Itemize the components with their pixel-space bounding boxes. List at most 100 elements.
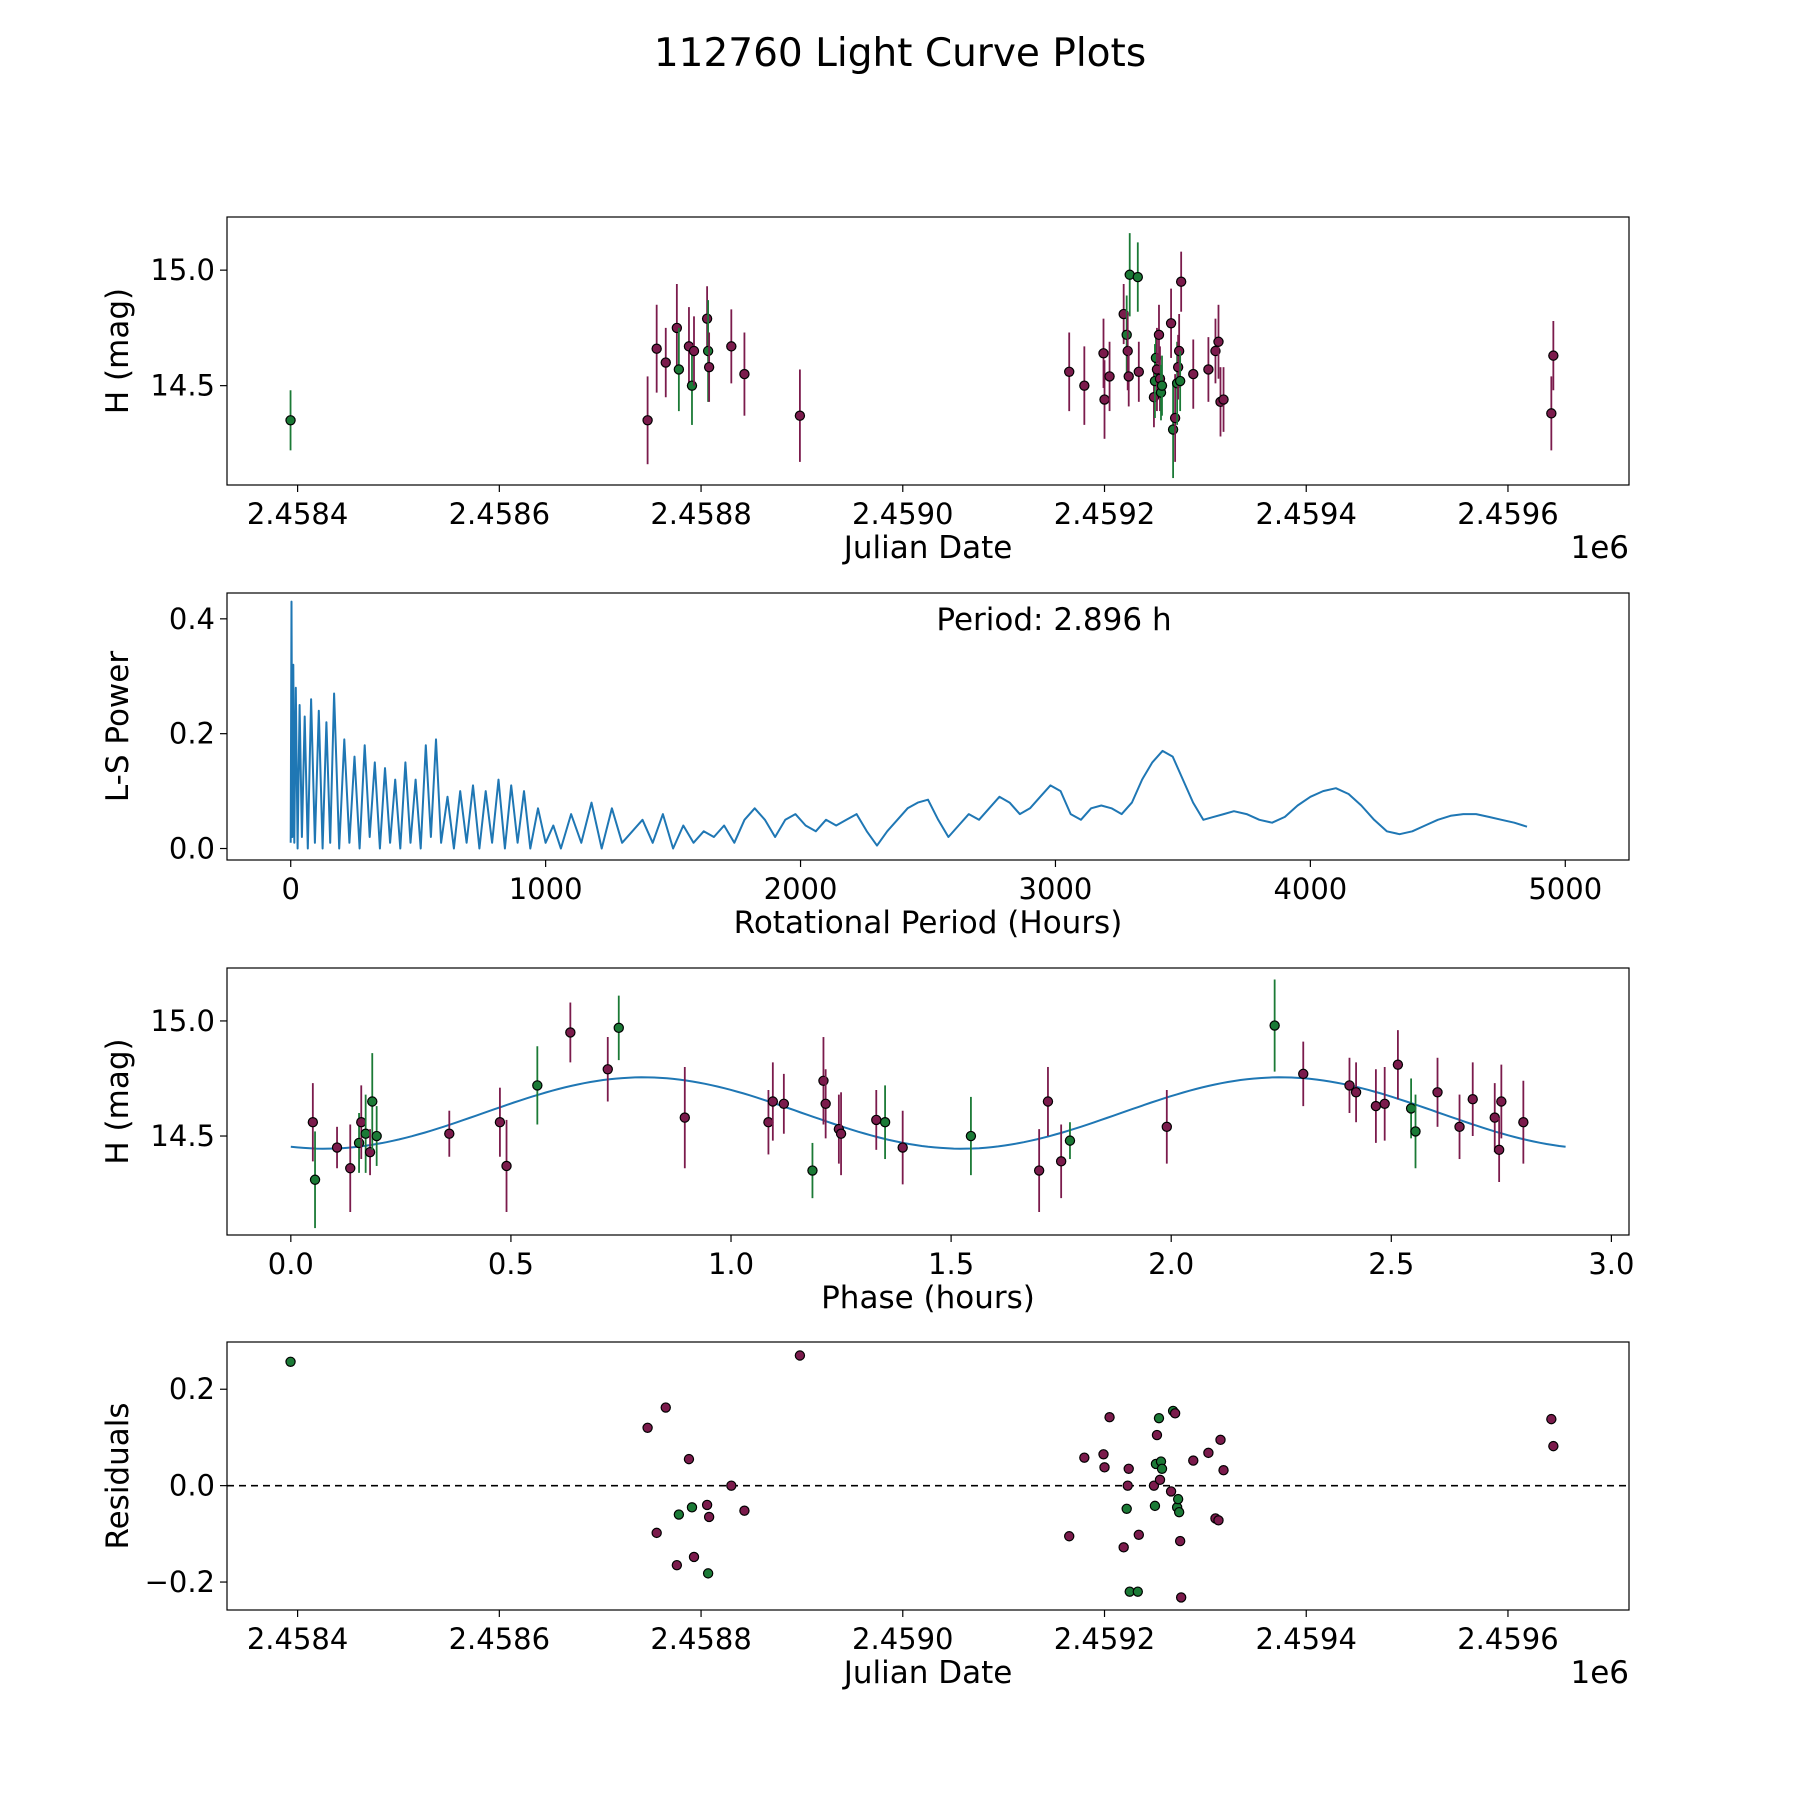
lightcurve-data-point (1173, 345, 1185, 357)
phased-data-point (1344, 1080, 1355, 1091)
lightcurve-data-point (1122, 345, 1133, 357)
lightcurve-data-point (1153, 329, 1165, 341)
phased-data-point (778, 1098, 790, 1110)
residuals-data-point (1121, 1503, 1132, 1514)
residuals-data-point (726, 1480, 737, 1491)
lightcurve-data-point (1064, 366, 1075, 377)
phased-data-point (1350, 1087, 1362, 1098)
lightcurve-x-tick-label: 2.4586 (449, 497, 550, 531)
residuals-data-point (683, 1453, 695, 1465)
lightcurve-x-tick-label: 2.4584 (247, 497, 348, 531)
lightcurve-data-point (1165, 318, 1177, 329)
residuals-data-point (1173, 1506, 1185, 1518)
residuals-data-point (686, 1502, 698, 1513)
residuals-y-tick-label: −0.2 (145, 1565, 215, 1599)
phased-y-tick-label: 14.5 (150, 1119, 215, 1153)
periodogram-y-tick-label: 0.0 (169, 832, 215, 866)
phased-data-point (965, 1130, 977, 1142)
fit-model-line (290, 1076, 1566, 1150)
lightcurve-data-point (1213, 336, 1224, 347)
periodogram-plot-area (289, 600, 1528, 850)
figure-title: 112760 Light Curve Plots (654, 31, 1146, 76)
phased-data-point (345, 1163, 356, 1174)
phased-data-point (501, 1160, 512, 1172)
phased-x-axis-label: Phase (hours) (821, 1280, 1035, 1316)
residuals-data-point (1172, 1493, 1184, 1505)
periodogram-y-tick-label: 0.4 (169, 602, 215, 636)
lightcurve-data-point (1546, 408, 1557, 419)
periodogram-x-tick-label: 3000 (1019, 872, 1093, 906)
phased-data-point (565, 1027, 576, 1038)
phased-data-point (1467, 1093, 1478, 1105)
residuals-x-tick-label: 2.4592 (1054, 1622, 1155, 1656)
residuals-data-point (1151, 1429, 1163, 1441)
residuals-data-point (688, 1551, 700, 1563)
lightcurve-x-tick-label: 2.4592 (1054, 497, 1155, 531)
residuals-y-axis-label: Residuals (100, 1402, 136, 1549)
phased-x-tick-label: 2.5 (1368, 1247, 1414, 1281)
phased-data-point (1496, 1096, 1507, 1107)
periodogram-x-tick-label: 0 (282, 872, 300, 906)
phased-data-point (356, 1117, 367, 1128)
phased-data-point (879, 1117, 891, 1128)
phased-data-point (444, 1128, 455, 1139)
residuals-data-point (1213, 1515, 1224, 1526)
residuals-y-tick-label: 0.2 (169, 1372, 215, 1406)
residuals-data-point (1175, 1592, 1187, 1603)
phased-data-point (367, 1096, 378, 1107)
residuals-data-point (1153, 1412, 1165, 1424)
residuals-data-point (1218, 1465, 1229, 1476)
residuals-x-tick-label: 2.4584 (247, 1622, 348, 1656)
lightcurve-x-tick-label: 2.4594 (1255, 497, 1356, 531)
lightcurve-data-point (688, 345, 700, 357)
phased-data-point (371, 1130, 382, 1142)
phased-data-point (360, 1128, 371, 1139)
residuals-data-point (642, 1422, 653, 1433)
lightcurve-data-point (642, 415, 653, 426)
phased-plot-area (290, 979, 1566, 1229)
lightcurve-data-point (651, 343, 662, 354)
phased-data-point (1269, 1020, 1280, 1031)
residuals-data-point (739, 1505, 750, 1516)
phased-x-tick-label: 2.0 (1148, 1247, 1194, 1281)
lightcurve-data-point (1104, 371, 1115, 382)
residuals-data-point (1548, 1440, 1559, 1452)
residuals-data-point (1169, 1408, 1181, 1419)
phased-data-point (1055, 1156, 1067, 1167)
lightcurve-data-point (1121, 329, 1132, 341)
lightcurve-data-point (673, 364, 685, 375)
phased-data-point (1454, 1121, 1465, 1133)
residuals-data-point (1098, 1449, 1109, 1460)
lightcurve-y-tick-label: 14.5 (150, 369, 215, 403)
phased-data-point (871, 1114, 882, 1126)
phased-data-point (602, 1064, 613, 1075)
residuals-x-tick-label: 2.4590 (852, 1622, 953, 1656)
phased-data-point (613, 1022, 624, 1034)
phased-data-point (1493, 1144, 1505, 1156)
lightcurve-axes-frame (226, 216, 1630, 486)
residuals-data-point (660, 1402, 671, 1413)
lightcurve-data-point (794, 410, 806, 421)
residuals-data-point (1079, 1452, 1090, 1463)
lightcurve-data-point (1218, 394, 1229, 405)
phased-x-tick-label: 1.0 (708, 1247, 754, 1281)
phased-data-point (820, 1098, 831, 1110)
residuals-data-point (701, 1499, 713, 1511)
residuals-data-point (1133, 1529, 1145, 1541)
lightcurve-offset-text: 1e6 (1570, 530, 1629, 566)
lightcurve-data-point (660, 357, 671, 368)
lightcurve-data-point (1172, 361, 1184, 373)
phased-data-point (1410, 1126, 1421, 1137)
phased-data-point (353, 1137, 365, 1149)
lightcurve-x-axis-label: Julian Date (842, 530, 1013, 566)
phased-data-point (897, 1142, 908, 1153)
lightcurve-data-point (1548, 350, 1559, 361)
phased-data-point (1064, 1135, 1076, 1146)
residuals-data-point (1118, 1542, 1129, 1553)
lightcurve-data-point (1123, 371, 1134, 382)
lightcurve-data-point (1133, 366, 1145, 377)
periodogram-line (289, 600, 1528, 850)
residuals-data-point (1546, 1413, 1557, 1425)
residuals-offset-text: 1e6 (1570, 1655, 1629, 1691)
